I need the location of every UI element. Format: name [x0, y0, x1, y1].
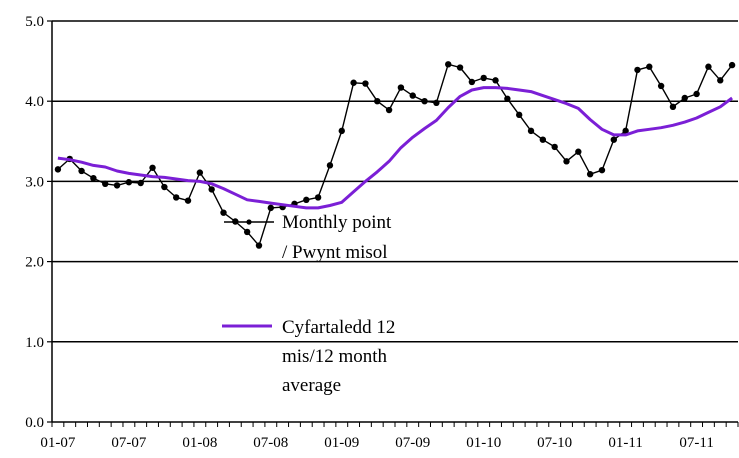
monthly-point	[445, 61, 452, 68]
y-tick-label: 3.0	[25, 174, 44, 190]
monthly-point	[563, 158, 570, 165]
axes	[47, 20, 739, 427]
monthly-point	[610, 136, 618, 143]
x-tick-label: 01-09	[324, 435, 359, 451]
gridlines	[52, 20, 738, 343]
monthly-point	[397, 84, 405, 91]
x-tick-label: 07-10	[537, 435, 572, 451]
monthly-point	[634, 66, 641, 74]
monthly-point	[551, 143, 558, 151]
monthly-point	[78, 167, 85, 175]
monthly-point	[243, 228, 251, 236]
monthly-point	[539, 136, 547, 143]
monthly-point	[657, 82, 665, 90]
monthly-point	[586, 170, 594, 178]
legend: Monthly point / Pwynt misol Cyfartaledd …	[222, 212, 395, 396]
monthly-point	[125, 179, 133, 186]
monthly-point	[492, 77, 499, 84]
monthly-point	[137, 179, 144, 187]
monthly-point	[161, 183, 168, 191]
x-tick-label: 07-11	[679, 435, 713, 451]
x-tick-label: 01-10	[466, 435, 501, 451]
y-tick-label: 0.0	[25, 415, 44, 431]
monthly-point	[646, 63, 653, 70]
legend-average-label-line2: mis/12 month	[282, 346, 388, 367]
y-tick-label: 2.0	[25, 255, 44, 271]
monthly-point	[326, 162, 334, 169]
legend-monthly-label-line1: Monthly point	[282, 212, 392, 233]
monthly-point	[480, 74, 487, 82]
x-tick-label: 07-08	[253, 435, 288, 451]
y-tick-label: 5.0	[25, 14, 44, 30]
monthly-point	[184, 197, 192, 204]
monthly-point	[267, 204, 275, 212]
x-tick-labels: 01-07 07-07 01-08 07-08 01-09 07-09 01-10 07-10…	[40, 435, 713, 451]
monthly-point	[90, 174, 97, 182]
monthly-point	[374, 98, 381, 105]
monthly-point	[527, 127, 535, 135]
series	[54, 61, 736, 249]
monthly-point	[693, 90, 700, 98]
legend-average-label-line1: Cyfartaledd 12	[282, 317, 395, 338]
x-tick-label: 01-07	[40, 435, 75, 451]
x-tick-label: 01-08	[182, 435, 217, 451]
monthly-point	[149, 164, 156, 171]
monthly-point	[338, 127, 345, 135]
monthly-point	[681, 94, 688, 102]
monthly-point	[314, 194, 322, 201]
monthly-point	[385, 106, 393, 114]
monthly-point	[196, 169, 204, 176]
monthly-point	[575, 148, 582, 155]
monthly-point	[208, 186, 215, 193]
x-tick-label: 07-09	[395, 435, 430, 451]
monthly-point	[350, 79, 357, 86]
monthly-point	[504, 95, 511, 102]
monthly-point	[409, 92, 416, 99]
monthly-point	[598, 166, 606, 174]
y-tick-label: 4.0	[25, 94, 44, 110]
legend-average-label-line3: average	[282, 375, 341, 396]
monthly-point	[303, 196, 310, 204]
monthly-point	[515, 111, 523, 119]
monthly-point	[362, 80, 369, 87]
monthly-point	[456, 64, 464, 71]
monthly-point	[717, 77, 724, 84]
y-tick-label: 1.0	[25, 335, 44, 351]
monthly-point	[669, 103, 677, 111]
monthly-point	[468, 78, 476, 86]
monthly-point	[54, 166, 62, 173]
x-tick-label: 07-07	[111, 435, 146, 451]
monthly-point	[172, 194, 180, 201]
monthly-point	[705, 63, 712, 70]
legend-monthly-marker	[246, 219, 252, 225]
monthly-point	[113, 182, 121, 189]
y-tick-labels: 0.0 1.0 2.0 3.0 4.0 5.0	[25, 14, 44, 431]
series-average-line	[57, 86, 733, 210]
monthly-point	[220, 209, 227, 216]
monthly-point	[728, 61, 736, 69]
monthly-point	[622, 127, 629, 135]
monthly-point	[102, 180, 109, 188]
monthly-point	[433, 99, 440, 107]
x-tick-label: 01-11	[608, 435, 642, 451]
monthly-point	[421, 98, 428, 105]
monthly-point	[255, 242, 263, 249]
legend-monthly-label-line2: / Pwynt misol	[282, 242, 388, 263]
